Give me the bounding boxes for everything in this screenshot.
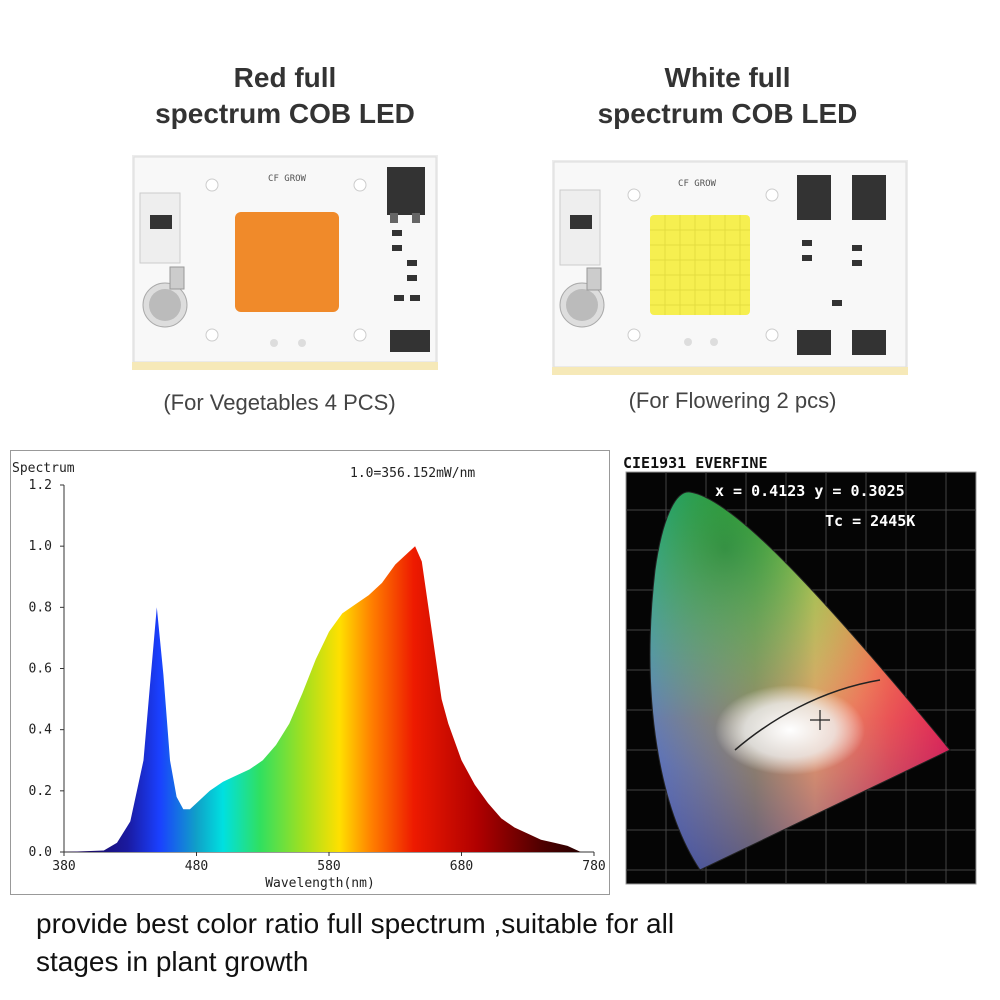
y-tick-label: 0.4 bbox=[29, 723, 53, 738]
cie-xy-readout: x = 0.4123 y = 0.3025 bbox=[715, 482, 905, 500]
x-tick-label: 580 bbox=[317, 859, 340, 874]
chart-subtitle: 1.0=356.152mW/nm bbox=[350, 466, 475, 481]
chart-title: Spectrum bbox=[12, 461, 75, 476]
spectrum-area bbox=[64, 546, 581, 852]
x-axis-label: Wavelength(nm) bbox=[265, 876, 375, 891]
red-board-label: CF GROW bbox=[268, 174, 307, 184]
white-board-label: CF GROW bbox=[678, 179, 717, 189]
white-product-title: White full spectrum COB LED bbox=[555, 60, 900, 132]
planckian-locus bbox=[734, 679, 881, 751]
red-cob-board-image: CF GROW bbox=[132, 155, 438, 370]
x-tick-label: 480 bbox=[185, 859, 208, 874]
y-tick-labels: 0.0 0.2 0.4 0.6 0.8 1.0 1.2 bbox=[29, 478, 64, 860]
y-tick-label: 1.0 bbox=[29, 539, 52, 554]
white-cob-board-image: CF GROW bbox=[552, 160, 908, 375]
red-product-title: Red full spectrum COB LED bbox=[120, 60, 450, 132]
x-tick-labels: 380 480 580 680 780 bbox=[52, 852, 606, 874]
red-title-line1: Red full bbox=[233, 62, 337, 93]
white-caption: (For Flowering 2 pcs) bbox=[628, 388, 837, 413]
red-caption: (For Vegetables 4 PCS) bbox=[163, 390, 396, 415]
red-title-line2: spectrum COB LED bbox=[155, 98, 415, 129]
y-tick-label: 0.2 bbox=[29, 784, 52, 799]
spectrum-chart: Spectrum 1.0=356.152mW/nm Wavelength(nm)… bbox=[10, 450, 610, 895]
x-tick-label: 780 bbox=[582, 859, 605, 874]
x-tick-label: 380 bbox=[52, 859, 75, 874]
y-tick-label: 1.2 bbox=[29, 478, 52, 493]
cie-title: CIE1931 EVERFINE bbox=[623, 454, 768, 472]
cie-tc-readout: Tc = 2445K bbox=[825, 512, 915, 530]
white-title-line2: spectrum COB LED bbox=[597, 98, 858, 129]
x-tick-label: 680 bbox=[450, 859, 473, 874]
red-led-emitter bbox=[235, 212, 339, 312]
y-tick-label: 0.0 bbox=[29, 845, 52, 860]
footer-line2: stages in plant growth bbox=[36, 946, 309, 977]
y-tick-label: 0.6 bbox=[29, 662, 52, 677]
cie1931-diagram: CIE1931 EVERFINE x = 0.4123 y = 0.3025 T… bbox=[620, 450, 980, 895]
footer-description: provide best color ratio full spectrum ,… bbox=[36, 905, 674, 981]
white-title-line1: White full bbox=[664, 62, 791, 93]
footer-line1: provide best color ratio full spectrum ,… bbox=[36, 908, 675, 939]
y-tick-label: 0.8 bbox=[29, 600, 52, 615]
